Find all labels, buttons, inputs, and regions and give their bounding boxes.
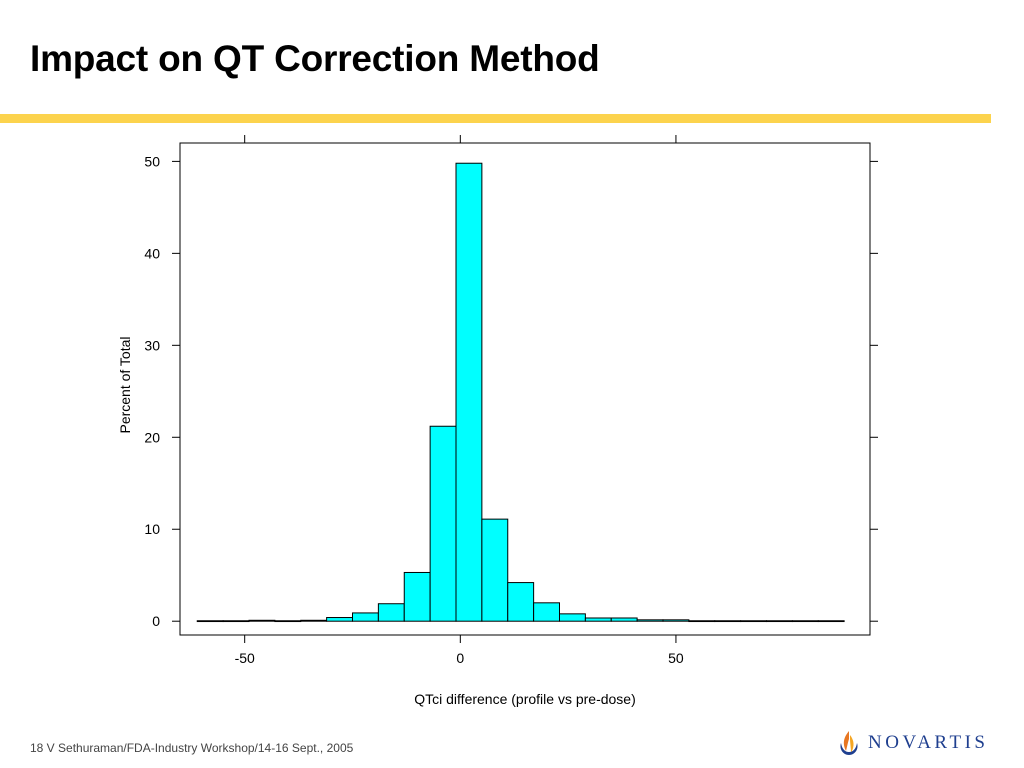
slide-title: Impact on QT Correction Method xyxy=(30,38,600,79)
x-axis-ticks: -50 0 50 xyxy=(235,135,684,666)
histogram-bar xyxy=(248,619,276,622)
novartis-logo: NOVARTIS xyxy=(838,728,988,758)
histogram-bar xyxy=(636,619,664,622)
y-tick-label: 0 xyxy=(152,613,160,629)
histogram-bar xyxy=(507,582,535,622)
histogram-bar xyxy=(533,602,560,622)
histogram-bar xyxy=(662,619,690,622)
x-tick-label: -50 xyxy=(235,650,255,666)
histogram-bar xyxy=(817,620,845,623)
histogram-bar xyxy=(766,620,793,623)
x-tick-label: 50 xyxy=(668,650,684,666)
plot-frame xyxy=(179,142,871,636)
y-axis-ticks: 0 10 20 30 40 50 xyxy=(144,153,878,629)
y-axis-label: Percent of Total xyxy=(117,336,133,433)
histogram-bar xyxy=(429,425,457,622)
histogram-bar xyxy=(481,518,509,622)
histogram-bar xyxy=(326,617,353,622)
title-rule xyxy=(0,114,991,123)
histogram-bar xyxy=(274,620,302,623)
logo-text: NOVARTIS xyxy=(868,732,989,753)
histogram-bar xyxy=(300,619,328,622)
histogram-bar xyxy=(352,612,379,622)
x-tick-label: 0 xyxy=(456,650,464,666)
histogram-bar xyxy=(740,620,767,623)
histogram-bar xyxy=(403,571,431,622)
y-tick-label: 20 xyxy=(144,429,160,445)
histogram-bar xyxy=(196,620,224,623)
histogram-bar xyxy=(610,617,638,622)
y-tick-label: 10 xyxy=(144,521,160,537)
histogram-bar xyxy=(714,620,742,623)
histogram-bar xyxy=(584,617,612,622)
histogram-bar xyxy=(688,620,716,623)
y-tick-label: 30 xyxy=(144,337,160,353)
histogram-bar xyxy=(377,603,405,622)
histogram-bar xyxy=(559,613,586,622)
y-tick-label: 50 xyxy=(144,153,160,169)
y-tick-label: 40 xyxy=(144,245,160,261)
x-axis-label: QTci difference (profile vs pre-dose) xyxy=(414,691,636,707)
histogram-bar xyxy=(455,162,483,622)
bars xyxy=(196,162,845,623)
novartis-flame-icon xyxy=(840,731,858,755)
histogram-bar xyxy=(222,620,250,623)
histogram-bar xyxy=(791,620,819,623)
footer-text: 18 V Sethuraman/FDA-Industry Workshop/14… xyxy=(30,741,354,755)
